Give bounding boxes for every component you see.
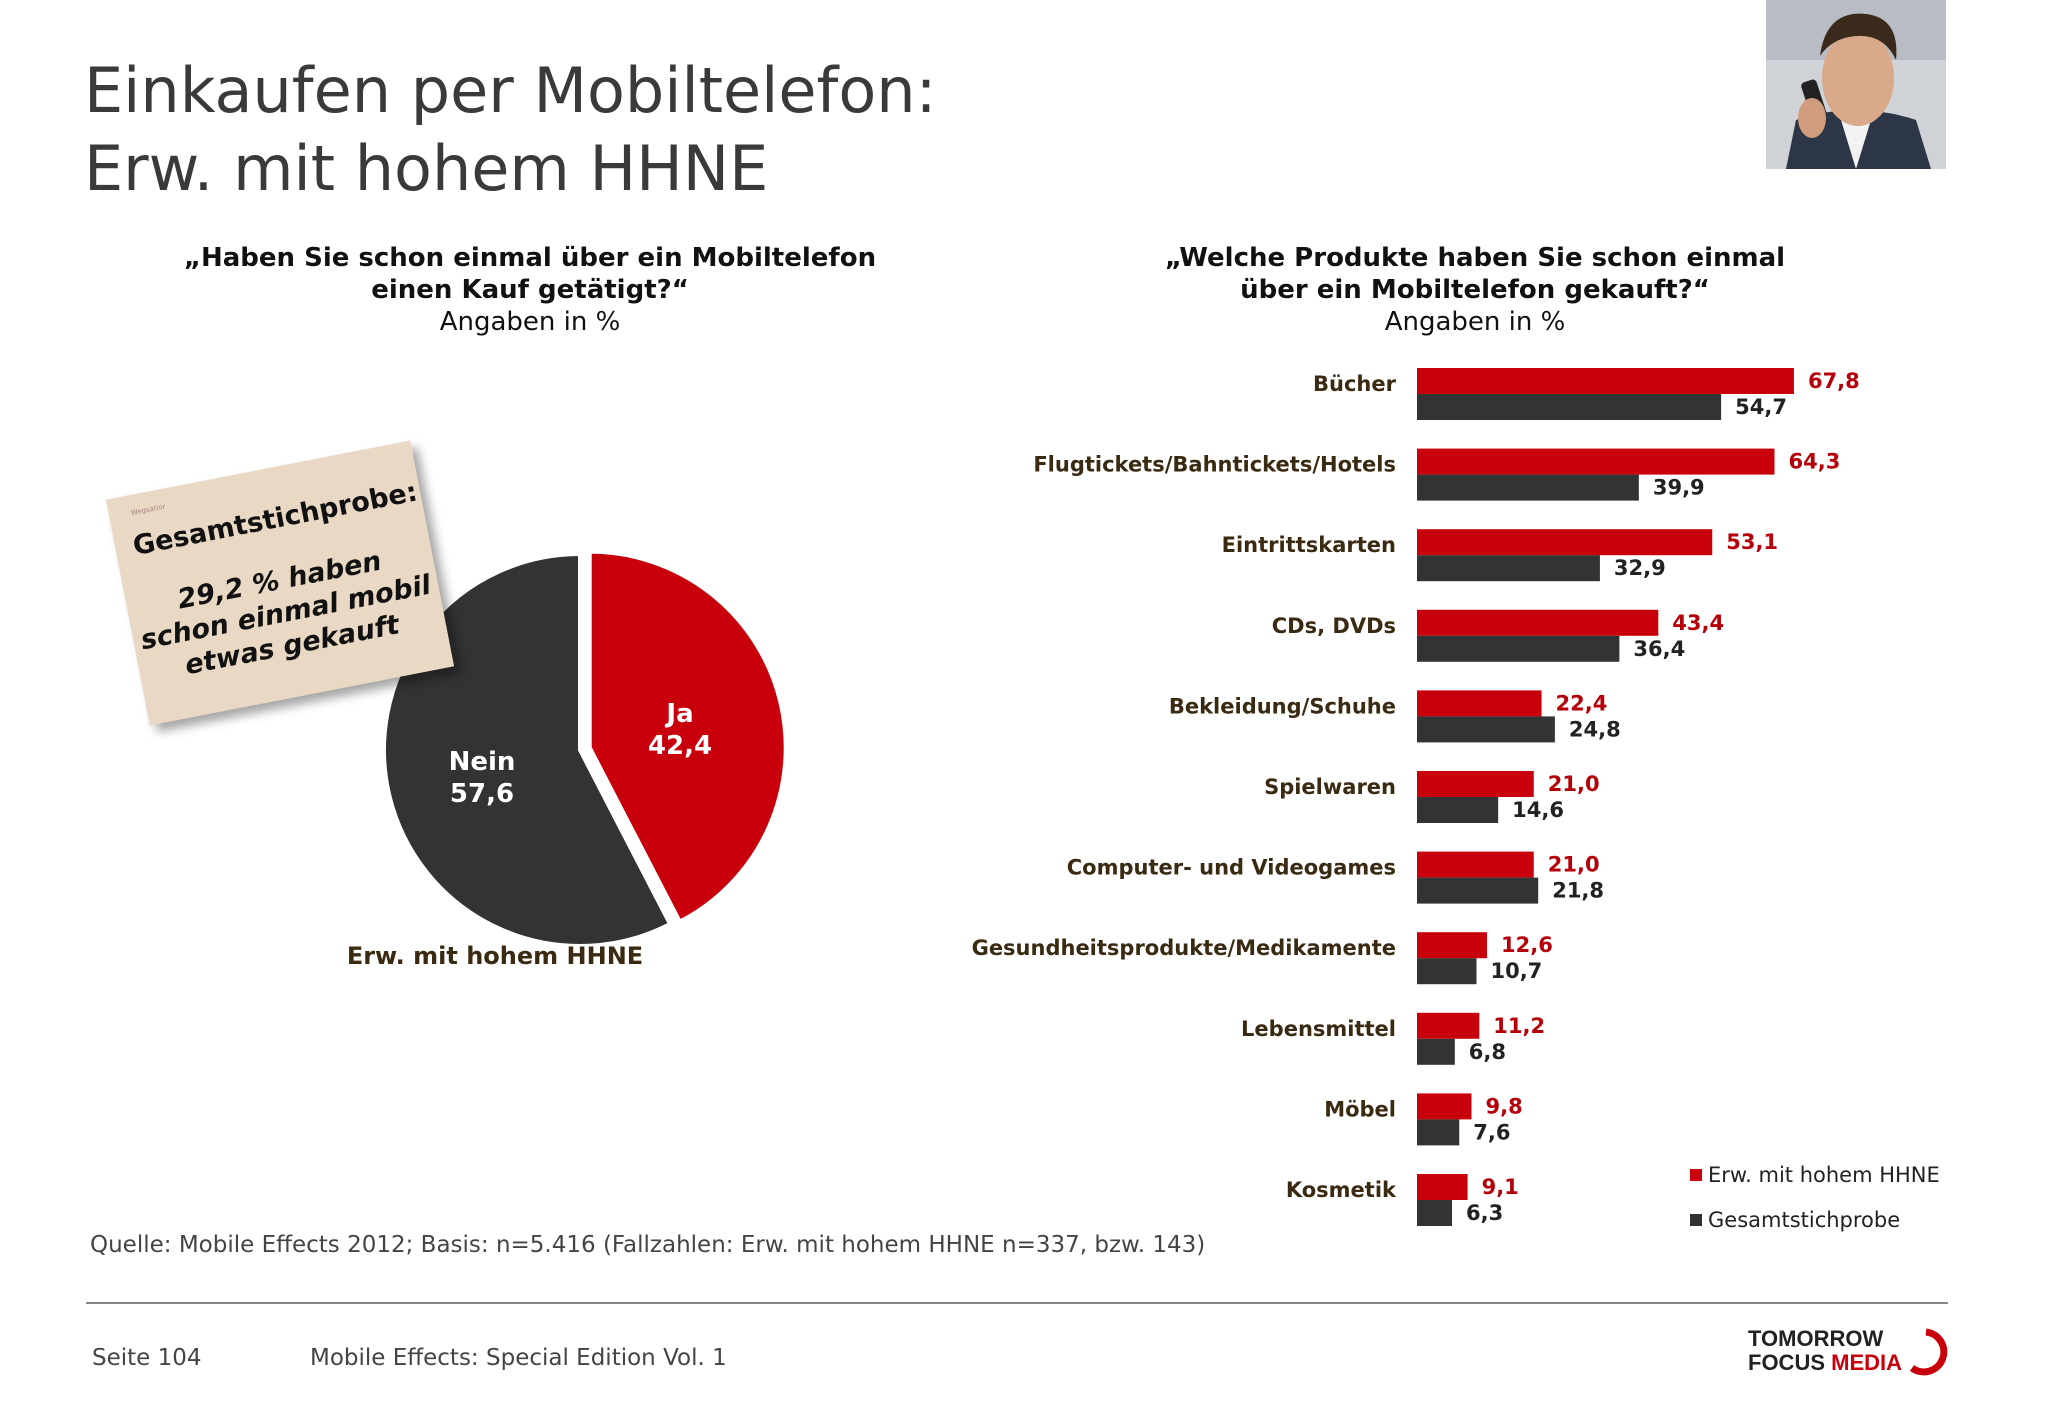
bar-value-gesamt: 39,9 xyxy=(1653,476,1705,500)
bar-gesamt xyxy=(1417,1200,1453,1226)
logo-line-2: FOCUS MEDIA xyxy=(1748,1351,1902,1375)
bar-hhne xyxy=(1417,609,1659,636)
bar-value-hhne: 21,0 xyxy=(1548,772,1600,796)
bar-hhne xyxy=(1417,1174,1468,1200)
legend-swatch-red xyxy=(1690,1169,1702,1181)
category-label: Gesundheitsprodukte/Medikamente xyxy=(972,936,1396,960)
category-label: Kosmetik xyxy=(1286,1178,1397,1202)
bar-value-hhne: 9,8 xyxy=(1485,1094,1522,1118)
bar-hhne xyxy=(1417,771,1534,797)
bar-gesamt xyxy=(1417,555,1600,582)
pie-label-ja-value: 42,4 xyxy=(647,731,713,761)
pie-slice-ja xyxy=(587,549,788,925)
category-label: Lebensmittel xyxy=(1241,1017,1396,1041)
left-question-line-2: einen Kauf getätigt?“ xyxy=(371,275,689,305)
pie-label-ja: Ja 42,4 xyxy=(630,698,730,762)
bar-value-gesamt: 10,7 xyxy=(1490,959,1542,983)
bar-value-hhne: 11,2 xyxy=(1493,1014,1545,1038)
bar-chart: Bücher 67,8 54,7 Flugtickets/Bahntickets/Ho… xyxy=(972,368,1860,1226)
pie-label-ja-name: Ja xyxy=(666,699,694,729)
bar-gesamt xyxy=(1417,1119,1460,1146)
company-logo: TOMORROW FOCUS MEDIA xyxy=(1748,1327,1902,1375)
category-label: Eintrittskarten xyxy=(1222,533,1396,557)
bar-value-gesamt: 32,9 xyxy=(1614,556,1666,580)
bar-hhne xyxy=(1417,529,1713,556)
legend-item-hhne: Erw. mit hohem HHNE xyxy=(1690,1163,1940,1187)
right-question-line-2: über ein Mobiltelefon gekauft?“ xyxy=(1240,275,1710,305)
bar-value-hhne: 64,3 xyxy=(1789,450,1841,474)
bar-value-hhne: 9,1 xyxy=(1482,1175,1519,1199)
legend-label-hhne: Erw. mit hohem HHNE xyxy=(1708,1163,1940,1187)
source-note: Quelle: Mobile Effects 2012; Basis: n=5.… xyxy=(90,1232,1206,1258)
bar-value-gesamt: 14,6 xyxy=(1512,798,1564,822)
category-label: Bekleidung/Schuhe xyxy=(1169,694,1396,718)
pie-slice-nein xyxy=(382,551,673,948)
bar-value-gesamt: 36,4 xyxy=(1633,637,1685,661)
bar-value-gesamt: 7,6 xyxy=(1473,1120,1510,1144)
bar-gesamt xyxy=(1417,474,1639,501)
logo-focus: FOCUS xyxy=(1748,1350,1832,1375)
bar-value-hhne: 22,4 xyxy=(1556,691,1608,715)
left-question-line-1: „Haben Sie schon einmal über ein Mobilte… xyxy=(183,243,877,273)
logo-line-1: TOMORROW xyxy=(1748,1326,1884,1351)
bar-value-hhne: 53,1 xyxy=(1726,530,1778,554)
bar-value-gesamt: 24,8 xyxy=(1569,717,1621,741)
bar-hhne xyxy=(1417,1012,1480,1039)
left-question: „Haben Sie schon einmal über ein Mobilte… xyxy=(90,242,970,338)
bar-value-hhne: 43,4 xyxy=(1672,611,1724,635)
category-label: CDs, DVDs xyxy=(1272,614,1396,638)
logo-ring-icon xyxy=(1909,1328,1948,1376)
bar-gesamt xyxy=(1417,797,1499,823)
bar-gesamt xyxy=(1417,716,1555,743)
right-question: „Welche Produkte haben Sie schon einmal … xyxy=(1030,242,1920,338)
pie-label-nein-name: Nein xyxy=(448,747,516,777)
category-label: Möbel xyxy=(1324,1097,1396,1121)
bar-hhne xyxy=(1417,932,1488,959)
bar-hhne xyxy=(1417,448,1775,475)
bar-value-gesamt: 54,7 xyxy=(1735,395,1787,419)
page-number: Seite 104 xyxy=(92,1345,202,1371)
businessman-phone-photo xyxy=(1766,0,1946,169)
bar-value-gesamt: 6,3 xyxy=(1466,1201,1503,1225)
page-title: Einkaufen per Mobiltelefon: Erw. mit hoh… xyxy=(84,52,936,208)
title-line-1: Einkaufen per Mobiltelefon: xyxy=(84,54,937,127)
right-question-line-1: „Welche Produkte haben Sie schon einmal xyxy=(1164,243,1786,273)
pie-label-nein: Nein 57,6 xyxy=(432,746,532,810)
bar-gesamt xyxy=(1417,394,1722,420)
title-line-2: Erw. mit hohem HHNE xyxy=(84,132,769,205)
footer-divider xyxy=(86,1302,1948,1304)
category-label: Computer- und Videogames xyxy=(1067,856,1396,880)
bar-hhne xyxy=(1417,1093,1472,1120)
logo-media: MEDIA xyxy=(1831,1350,1903,1375)
edition-label: Mobile Effects: Special Edition Vol. 1 xyxy=(310,1345,727,1371)
bar-value-gesamt: 6,8 xyxy=(1469,1040,1506,1064)
category-label: Bücher xyxy=(1313,372,1397,396)
bar-value-hhne: 21,0 xyxy=(1548,853,1600,877)
bar-value-hhne: 12,6 xyxy=(1501,933,1553,957)
bar-gesamt xyxy=(1417,877,1539,904)
pie-label-nein-value: 57,6 xyxy=(449,779,515,809)
bar-hhne xyxy=(1417,368,1794,394)
category-label: Flugtickets/Bahntickets/Hotels xyxy=(1033,453,1396,477)
bar-hhne xyxy=(1417,851,1534,878)
bar-gesamt xyxy=(1417,635,1620,662)
left-question-unit: Angaben in % xyxy=(439,307,621,337)
legend-swatch-dark xyxy=(1690,1214,1702,1226)
bar-gesamt xyxy=(1417,1038,1455,1065)
pie-chart xyxy=(382,549,788,948)
right-question-unit: Angaben in % xyxy=(1384,307,1566,337)
bar-value-gesamt: 21,8 xyxy=(1552,879,1604,903)
legend-item-gesamt: Gesamtstichprobe xyxy=(1690,1208,1900,1232)
legend-label-gesamt: Gesamtstichprobe xyxy=(1708,1208,1901,1232)
pie-caption: Erw. mit hohem HHNE xyxy=(346,942,644,970)
category-label: Spielwaren xyxy=(1264,775,1396,799)
bar-gesamt xyxy=(1417,958,1477,985)
bar-value-hhne: 67,8 xyxy=(1808,369,1860,393)
bar-hhne xyxy=(1417,690,1542,717)
